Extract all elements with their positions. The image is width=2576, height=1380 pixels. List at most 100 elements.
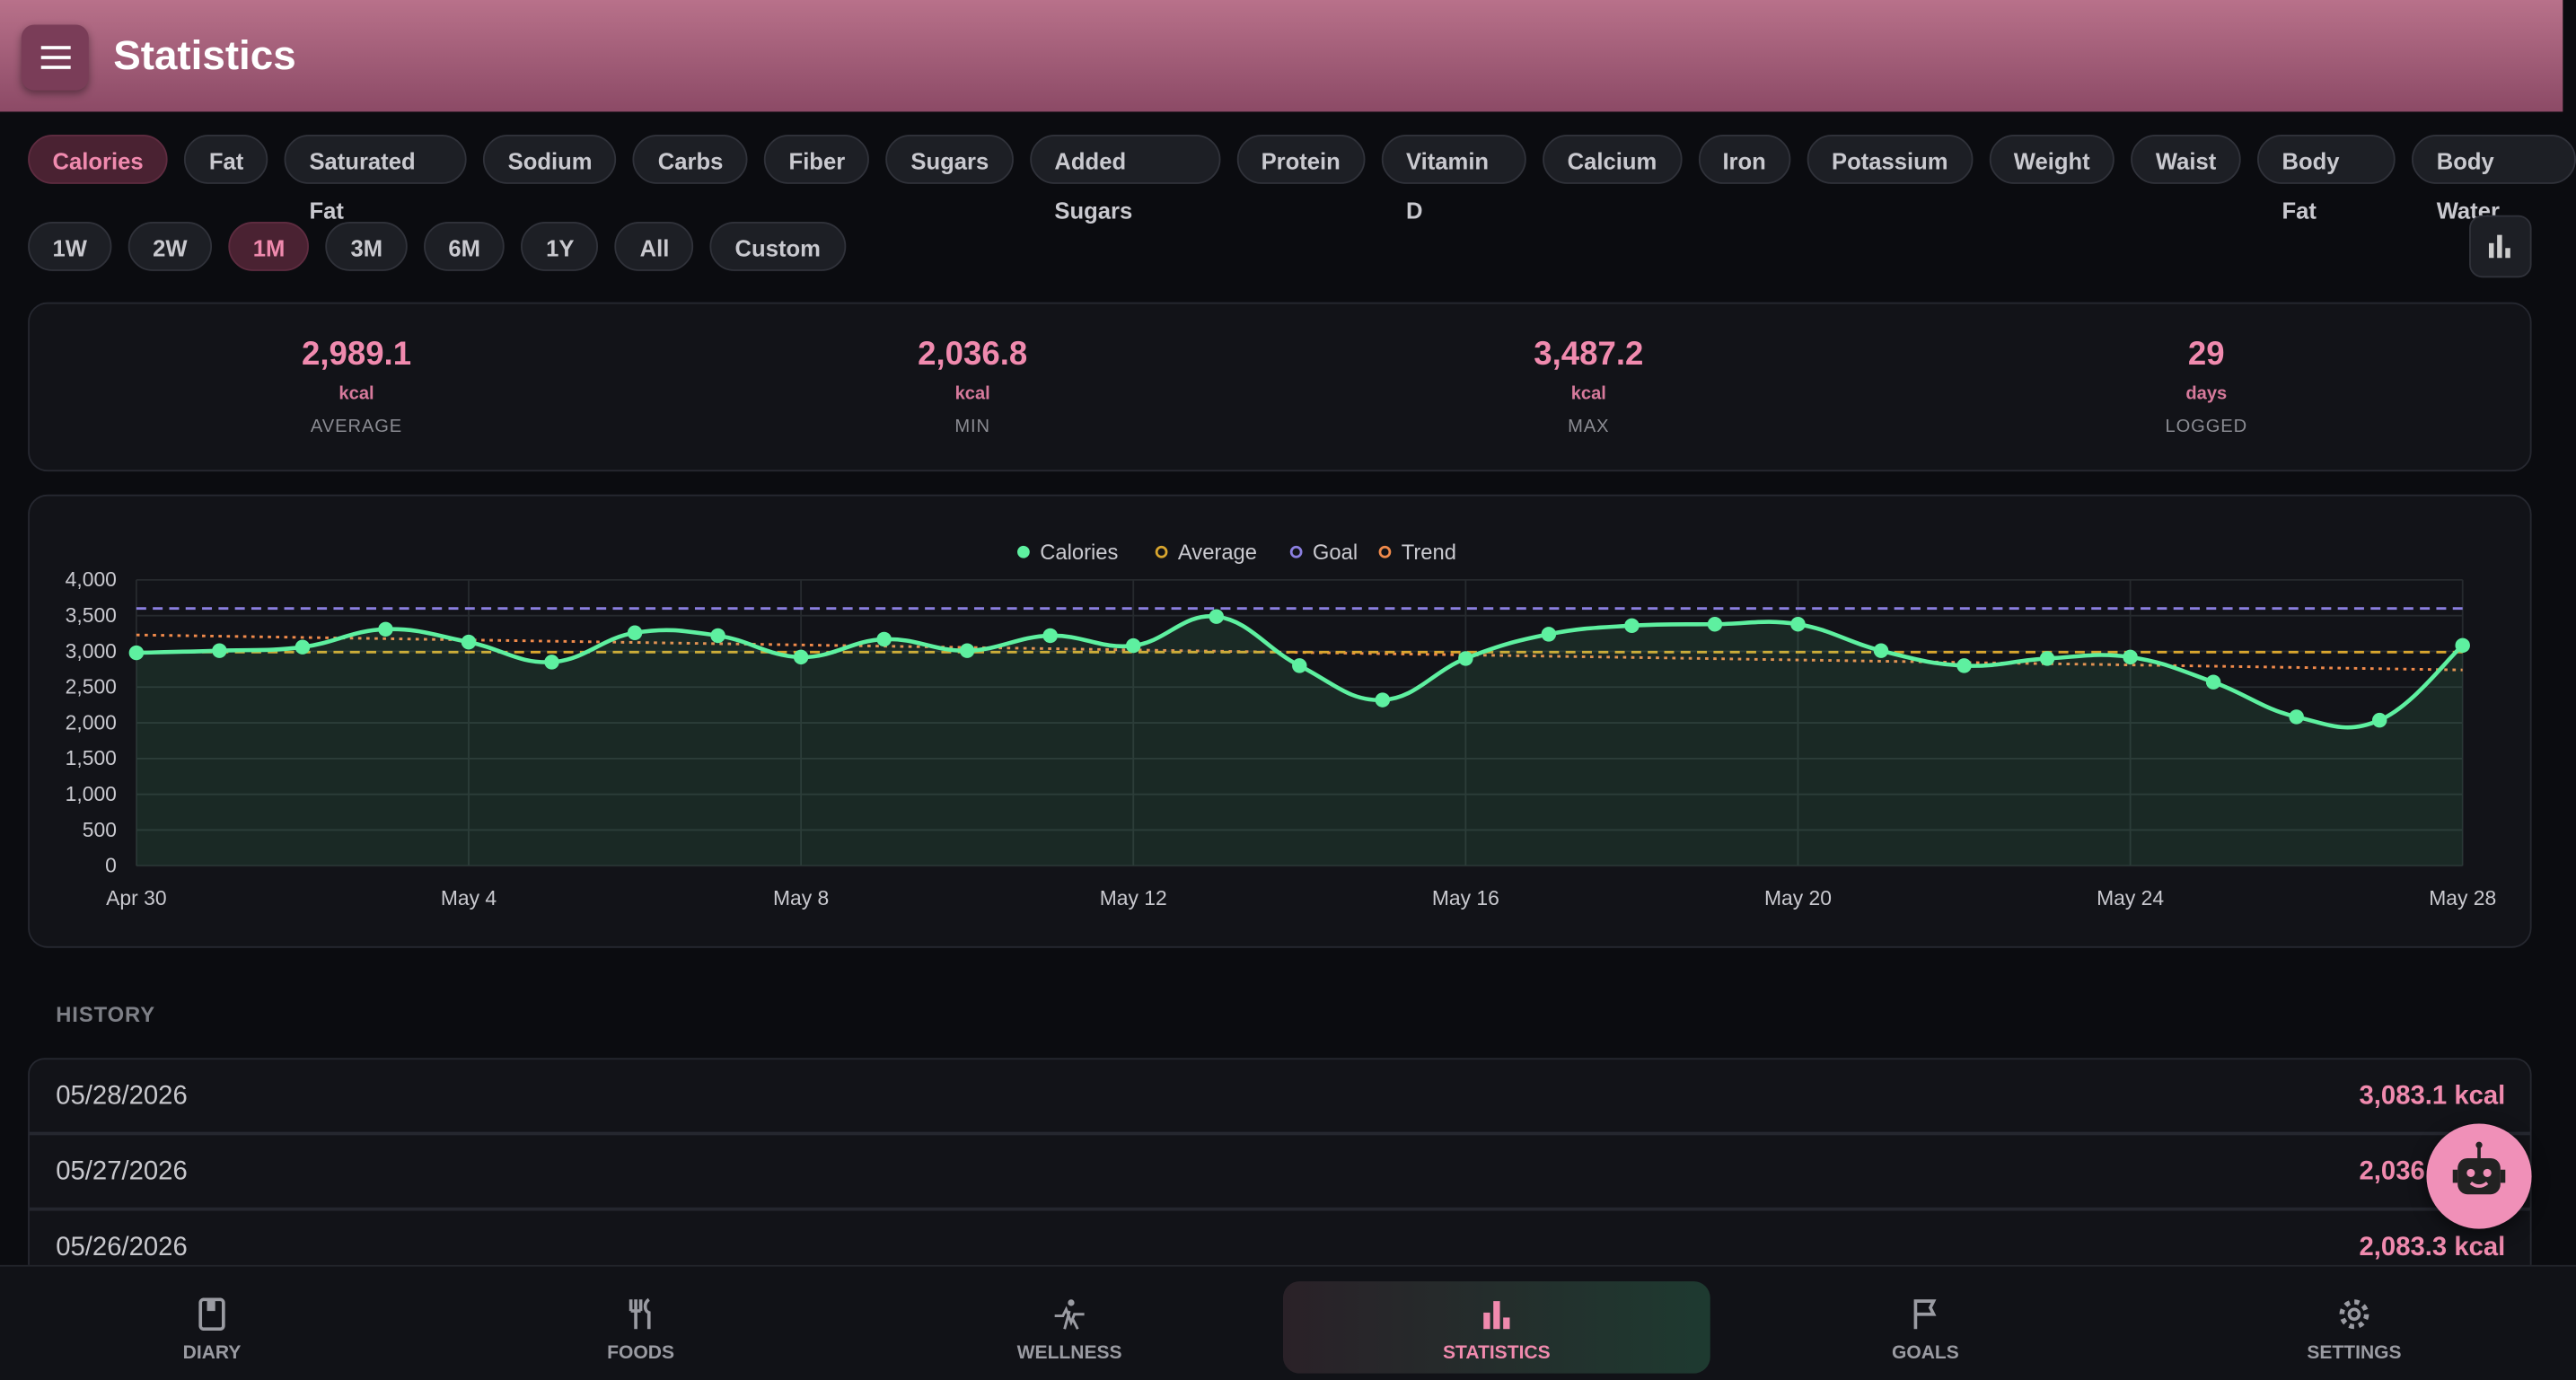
- nav-label: SETTINGS: [2307, 1343, 2402, 1364]
- legend-swatch: [1017, 545, 1030, 558]
- nav-item[interactable]: STATISTICS: [1282, 1281, 1710, 1374]
- metric-chip[interactable]: Saturated Fat: [284, 135, 467, 224]
- nav-label: GOALS: [1891, 1343, 1959, 1364]
- point: [1873, 643, 1889, 658]
- point: [2289, 709, 2304, 725]
- x-tick-label: May 28: [2429, 886, 2496, 910]
- stat-unit: kcal: [954, 384, 990, 405]
- metric-chip[interactable]: Added Sugars: [1029, 135, 1220, 224]
- point: [1790, 616, 1806, 632]
- nav-icon: [1483, 1301, 1510, 1330]
- metric-chip[interactable]: Vitamin D: [1381, 135, 1526, 224]
- history-row[interactable]: 05/28/2026 3,083.1 kcal: [28, 1058, 2532, 1134]
- nav-item[interactable]: DIARY: [0, 1281, 426, 1373]
- point: [959, 643, 975, 658]
- chart-toggle[interactable]: [2469, 215, 2532, 278]
- y-tick-label: 1,000: [66, 782, 117, 805]
- point: [1375, 692, 1391, 708]
- nav-label: WELLNESS: [1016, 1343, 1122, 1364]
- point: [1209, 609, 1224, 624]
- point: [212, 643, 227, 658]
- metric-chip[interactable]: Fat: [184, 135, 268, 184]
- nav-icon: [2339, 1299, 2369, 1330]
- range-chip[interactable]: 1W: [28, 222, 112, 271]
- area: [136, 616, 2463, 866]
- menu-button[interactable]: [21, 24, 89, 91]
- history-value: 2,083.3 kcal: [2359, 1234, 2506, 1262]
- point: [2123, 649, 2138, 665]
- history-value: 3,083.1 kcal: [2359, 1082, 2506, 1111]
- legend-label: Trend: [1402, 541, 1456, 565]
- range-chip[interactable]: 6M: [423, 222, 506, 271]
- point: [2039, 651, 2055, 666]
- nav-item[interactable]: FOODS: [427, 1281, 855, 1373]
- y-tick-label: 0: [105, 854, 117, 877]
- page-title: Statistics: [113, 32, 296, 79]
- metric-chip[interactable]: Protein: [1236, 135, 1366, 184]
- stat-label: AVERAGE: [310, 417, 403, 437]
- nav-icon: [198, 1297, 225, 1332]
- robot-icon: [2452, 1141, 2506, 1195]
- legend-swatch: [1289, 545, 1303, 558]
- metric-chip[interactable]: Body Fat: [2257, 135, 2396, 224]
- point: [2205, 674, 2221, 690]
- nav-icon: [629, 1297, 651, 1330]
- range-chip[interactable]: 3M: [326, 222, 408, 271]
- x-tick-label: May 8: [773, 886, 829, 910]
- stats-card: 2,989.1 kcal AVERAGE 2,036.8 kcal MIN 3,487.2 k…: [28, 302, 2532, 472]
- point: [876, 631, 892, 647]
- metric-chip[interactable]: Fiber: [764, 135, 870, 184]
- stat-label: LOGGED: [2165, 417, 2248, 437]
- legend-swatch: [1155, 545, 1168, 558]
- x-tick-label: May 16: [1432, 886, 1499, 910]
- stat-unit: kcal: [1570, 384, 1606, 405]
- stat-value: 2,989.1: [301, 337, 412, 374]
- y-tick-label: 500: [83, 818, 117, 841]
- history-title: HISTORY: [56, 1002, 156, 1027]
- range-chip[interactable]: All: [615, 222, 694, 271]
- stat-value: 29: [2187, 337, 2225, 374]
- y-tick-label: 3,500: [66, 603, 117, 627]
- metric-chip[interactable]: Body Water: [2412, 135, 2576, 224]
- point: [1707, 616, 1723, 632]
- metric-chip[interactable]: Calories: [28, 135, 169, 184]
- legend-swatch: [1378, 545, 1392, 558]
- point: [378, 621, 393, 637]
- metric-chip[interactable]: Potassium: [1807, 135, 1974, 184]
- nav-item[interactable]: WELLNESS: [856, 1281, 1283, 1373]
- nav-icon: [1054, 1299, 1085, 1330]
- stat: 29 days LOGGED: [2042, 337, 2370, 437]
- y-tick-label: 2,500: [66, 675, 117, 699]
- metric-chip[interactable]: Iron: [1697, 135, 1791, 184]
- x-tick-label: May 24: [2097, 886, 2164, 910]
- point: [627, 625, 643, 641]
- y-tick-label: 1,500: [66, 746, 117, 769]
- stat-label: MAX: [1568, 417, 1610, 437]
- nav-label: FOODS: [607, 1343, 674, 1364]
- nav-icon: [1913, 1299, 1937, 1330]
- line-trend: [136, 633, 2463, 672]
- stat-unit: days: [2185, 384, 2228, 405]
- x-tick-label: May 4: [441, 886, 497, 910]
- point: [1541, 627, 1557, 642]
- range-chip[interactable]: 1Y: [521, 222, 599, 271]
- history-date: 05/27/2026: [56, 1157, 188, 1187]
- stat: 2,989.1 kcal AVERAGE: [192, 337, 521, 437]
- assistant-button[interactable]: [2426, 1123, 2532, 1229]
- range-chip[interactable]: 2W: [127, 222, 213, 271]
- x-tick-label: May 12: [1100, 886, 1167, 910]
- metric-chip[interactable]: Weight: [1989, 135, 2115, 184]
- nav-item[interactable]: GOALS: [1712, 1281, 2140, 1373]
- nav-label: DIARY: [182, 1343, 242, 1364]
- metric-chip[interactable]: Waist: [2131, 135, 2241, 184]
- metric-chip[interactable]: Sodium: [483, 135, 617, 184]
- metric-chip[interactable]: Carbs: [633, 135, 748, 184]
- bar-icon: [2488, 234, 2510, 259]
- point: [2455, 637, 2470, 654]
- nav-item[interactable]: SETTINGS: [2141, 1281, 2568, 1373]
- range-chip[interactable]: Custom: [710, 222, 846, 271]
- range-chip[interactable]: 1M: [228, 222, 310, 271]
- metric-chip[interactable]: Sugars: [885, 135, 1014, 184]
- metric-chip[interactable]: Calcium: [1543, 135, 1682, 184]
